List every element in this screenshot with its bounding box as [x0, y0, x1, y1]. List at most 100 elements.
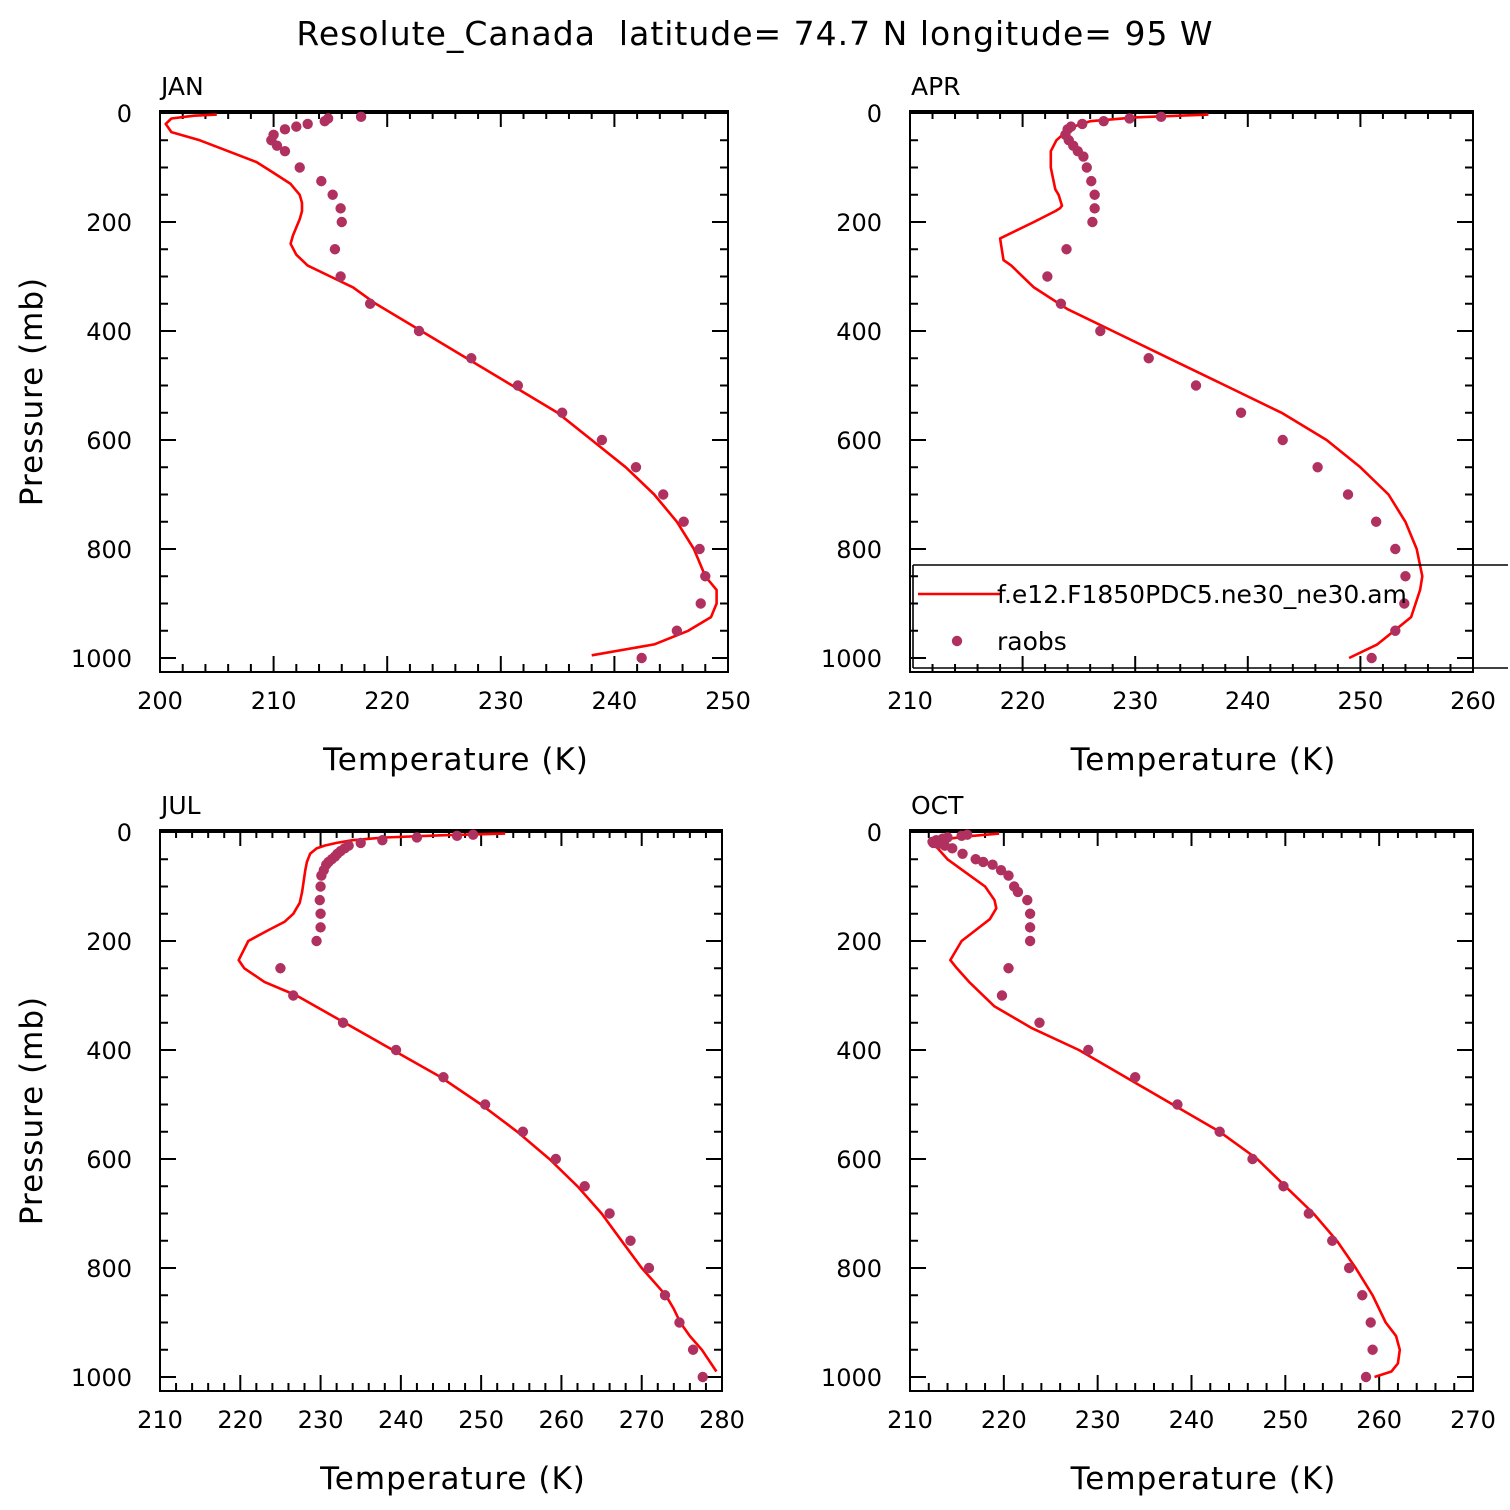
- obs-point: [294, 162, 305, 173]
- obs-point: [517, 1126, 529, 1137]
- obs-point: [1155, 111, 1167, 123]
- panel-oct: OCT 210 220 230 240 250 260 270 0 200 400 600 800 100…: [821, 791, 1496, 1497]
- y-tick-label: 600: [836, 427, 882, 455]
- obs-point: [337, 1017, 349, 1028]
- obs-point: [279, 145, 291, 157]
- obs-point: [302, 118, 313, 130]
- y-tick-label: 600: [836, 1146, 882, 1174]
- x-tick-label: 230: [1112, 687, 1158, 715]
- obs-point: [390, 1044, 402, 1056]
- obs-point: [1360, 1371, 1372, 1383]
- obs-point: [479, 1099, 491, 1110]
- obs-point: [1042, 271, 1053, 282]
- obs-point: [556, 407, 568, 418]
- obs-point: [695, 598, 706, 609]
- obs-point: [1012, 886, 1024, 898]
- obs-point: [411, 832, 423, 843]
- x-tick-label: 230: [298, 1406, 344, 1434]
- obs-point: [1399, 598, 1410, 609]
- obs-point: [659, 1290, 671, 1301]
- obs-point: [579, 1181, 590, 1192]
- obs-point: [1055, 298, 1067, 309]
- obs-point: [1087, 216, 1098, 228]
- y-tick-label: 800: [836, 1255, 882, 1283]
- y-tick-label: 200: [86, 209, 132, 237]
- obs-point: [1086, 175, 1097, 187]
- obs-point: [1089, 189, 1100, 200]
- obs-point: [288, 990, 299, 1001]
- x-tick-label: 210: [887, 1406, 933, 1434]
- obs-point: [956, 830, 967, 842]
- panel-jul: JUL 210 220 230 240 250 260 270 280 0 200 400 600 800…: [14, 791, 745, 1497]
- x-tick-label: 210: [137, 1406, 183, 1434]
- plot-frame: [909, 829, 1474, 1392]
- y-tick-label: 400: [86, 1037, 132, 1065]
- obs-point: [671, 625, 683, 636]
- x-tick-label: 250: [1262, 1406, 1308, 1434]
- obs-point: [1235, 407, 1247, 418]
- obs-point: [1366, 652, 1377, 664]
- obs-point: [336, 216, 347, 228]
- obs-point: [291, 121, 302, 132]
- obs-point: [1077, 118, 1088, 130]
- obs-point: [694, 543, 705, 555]
- obs-point: [995, 864, 1007, 876]
- obs-point: [335, 271, 346, 282]
- panels-container: JAN 200 210 220 230 240 250 0 200 400 600 800 1000 Te…: [14, 72, 1508, 1497]
- x-tick-label: 210: [887, 687, 933, 715]
- x-tick-label: 240: [1169, 1406, 1215, 1434]
- obs-point: [1400, 571, 1411, 582]
- obs-point: [630, 462, 642, 473]
- obs-point: [604, 1208, 615, 1219]
- panel-label: JAN: [159, 72, 204, 101]
- obs-point: [636, 652, 647, 664]
- obs-point: [1081, 162, 1092, 173]
- y-tick-label: 200: [836, 209, 882, 237]
- model-series-line: [933, 832, 1402, 1379]
- obs-point: [1089, 203, 1100, 214]
- obs-point: [451, 830, 463, 842]
- legend-model-label: f.e12.F1850PDC5.ne30_ne30.am: [997, 580, 1407, 609]
- obs-point: [1083, 1044, 1094, 1056]
- obs-point: [1190, 380, 1202, 391]
- y-tick-label: 0: [867, 100, 882, 128]
- x-axis-label: Temperature (K): [1070, 742, 1337, 778]
- obs-point: [947, 843, 958, 854]
- obs-point: [1343, 1262, 1355, 1274]
- obs-point: [1024, 908, 1036, 919]
- obs-point: [1172, 1099, 1183, 1110]
- obs-point: [315, 922, 326, 933]
- obs-point: [957, 848, 968, 859]
- y-tick-label: 200: [86, 928, 132, 956]
- obs-point: [271, 140, 283, 151]
- y-tick-label: 1000: [821, 1364, 882, 1392]
- obs-point: [596, 434, 608, 446]
- panel-jan: JAN 200 210 220 230 240 250 0 200 400 600 800 1000 Te…: [14, 72, 751, 778]
- plot-frame: [909, 110, 1474, 673]
- obs-point: [1357, 1290, 1368, 1301]
- y-tick-label: 1000: [71, 1364, 132, 1392]
- legend-obs-label: raobs: [997, 627, 1067, 656]
- obs-point: [314, 894, 325, 906]
- obs-point: [315, 881, 326, 892]
- obs-series: [927, 829, 1378, 1383]
- obs-point: [697, 1371, 708, 1383]
- obs-point: [315, 908, 326, 919]
- x-tick-label: 270: [619, 1406, 665, 1434]
- x-tick-label: 240: [378, 1406, 424, 1434]
- obs-point: [1390, 543, 1401, 555]
- obs-point: [674, 1317, 685, 1328]
- obs-point: [643, 1262, 655, 1274]
- obs-point: [319, 115, 330, 127]
- x-tick-label: 260: [1356, 1406, 1402, 1434]
- panel-label: JUL: [159, 791, 201, 820]
- x-tick-label: 250: [705, 687, 751, 715]
- x-tick-label: 230: [478, 687, 524, 715]
- y-tick-label: 800: [836, 536, 882, 564]
- obs-point: [311, 935, 322, 947]
- obs-point: [1022, 894, 1033, 906]
- obs-point: [512, 380, 524, 391]
- obs-point: [327, 189, 338, 200]
